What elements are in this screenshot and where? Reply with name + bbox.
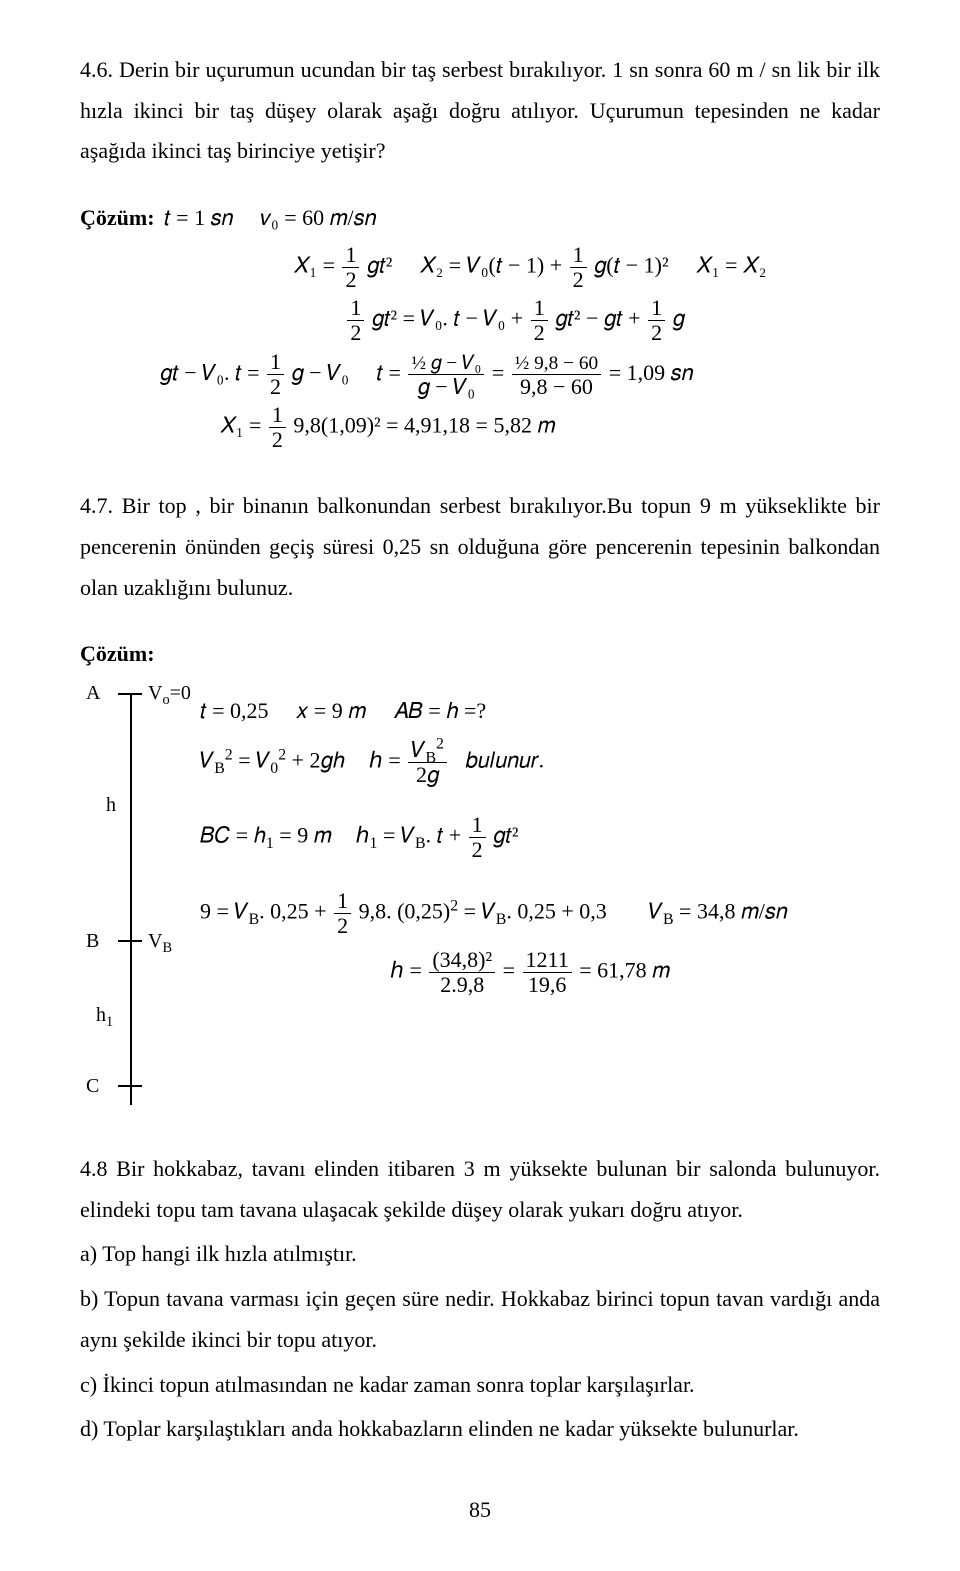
diagram-line: [130, 693, 132, 1105]
fraction-348sq: (34,8)² 2.9,8: [429, 948, 495, 997]
fraction-big: ½ 𝑔 − 𝑉₀ 𝑔 − 𝑉₀: [408, 350, 484, 399]
fraction-half: 12: [342, 243, 359, 292]
tick-C: [118, 1085, 142, 1087]
den: 9,8 − 60: [512, 375, 602, 399]
solution-4-6-work: 𝑋₁ = 12 𝑔𝑡² 𝑋₂ = 𝑉₀(𝑡 − 1) + 12 𝑔(𝑡 − 1)…: [80, 243, 880, 453]
math-text: =: [503, 958, 515, 983]
free-fall-diagram: A Vo=0 h B VB h1 C: [80, 685, 200, 1115]
num: ½ 9,8 − 60: [512, 350, 602, 375]
eq-line-3: 𝑔𝑡 − 𝑉₀. 𝑡 = 12 𝑔 − 𝑉₀ 𝑡 = ½ 𝑔 − 𝑉₀ 𝑔 − …: [150, 350, 880, 399]
num: 1: [267, 350, 284, 375]
page-number: 85: [80, 1490, 880, 1531]
den: 2: [342, 268, 359, 292]
eq47-l3: 𝐵𝐶 = ℎ1 = 9 𝑚ℎ1 = 𝑉B. 𝑡 + 12 𝑔𝑡²: [200, 813, 880, 862]
num: (34,8)²: [429, 948, 495, 973]
num: 1: [469, 813, 486, 838]
num: 1: [570, 243, 587, 268]
math-text: 𝑋₁ =: [220, 413, 261, 438]
math-text: ℎ =: [390, 958, 422, 983]
num: 1: [347, 296, 364, 321]
fraction-half: 12: [267, 350, 284, 399]
math-text: 𝑔𝑡² 𝑋₂ = 𝑉₀(𝑡 − 1) +: [367, 252, 562, 277]
eq47-l2: 𝑉B2 = 𝑉02 + 2𝑔ℎℎ = 𝑉B2 2𝑔 𝑏𝑢𝑙𝑢𝑛𝑢𝑟.: [200, 738, 880, 787]
den: 2: [334, 914, 351, 938]
problem-4-8-d: d) Toplar karşılaştıkları anda hokkabazl…: [80, 1409, 880, 1450]
tick-B: [118, 940, 142, 942]
label-C: C: [86, 1076, 99, 1096]
fraction-half: 12: [269, 403, 286, 452]
math-text: 𝑔𝑡 − 𝑉₀. 𝑡 =: [160, 359, 260, 384]
fraction-half: 12: [347, 296, 364, 345]
math-text: 𝑔 − 𝑉₀ 𝑡 =: [292, 359, 401, 384]
num: ½ 𝑔 − 𝑉₀: [408, 350, 484, 375]
den: 2: [469, 838, 486, 862]
den: 2: [267, 375, 284, 399]
label-V0: Vo=0: [148, 683, 191, 703]
label-A: A: [86, 683, 100, 703]
den: 2: [347, 321, 364, 345]
fraction-half: 12: [334, 889, 351, 938]
label-h1: h1: [96, 1005, 113, 1025]
eq-line-4: 𝑋₁ = 12 9,8(1,09)² = 4,91,18 = 5,82 𝑚: [150, 403, 880, 452]
fraction-half: 12: [531, 296, 548, 345]
label-VB: VB: [148, 931, 172, 951]
solution-4-6-given: Çözüm: 𝑡 = 1 𝑠𝑛 𝑣₀ = 60 𝑚/𝑠𝑛: [80, 198, 880, 239]
eq-line-1: 𝑋₁ = 12 𝑔𝑡² 𝑋₂ = 𝑉₀(𝑡 − 1) + 12 𝑔(𝑡 − 1)…: [150, 243, 880, 292]
fraction-half: 12: [570, 243, 587, 292]
solution-4-7-row: A Vo=0 h B VB h1 C 𝑡 = 0,25 𝑥 = 9 𝑚 𝐴𝐵 =…: [80, 685, 880, 1115]
eq47-l5: ℎ = (34,8)² 2.9,8 = 1211 19,6 = 61,78 𝑚: [200, 948, 880, 997]
fraction-vb2-2g: 𝑉B2 2𝑔: [408, 738, 447, 787]
den: 19,6: [523, 973, 572, 997]
num: 1: [269, 403, 286, 428]
math-text: = 1,09 𝑠𝑛: [609, 359, 694, 384]
math-text: 𝑔𝑡²: [493, 823, 518, 848]
eq-line-2: 12 𝑔𝑡² = 𝑉₀. 𝑡 − 𝑉₀ + 12 𝑔𝑡² − 𝑔𝑡 + 12 𝑔: [150, 296, 880, 345]
num: 1: [531, 296, 548, 321]
den: 𝑔 − 𝑉₀: [408, 375, 484, 399]
problem-4-7-text: 4.7. Bir top , bir binanın balkonundan s…: [80, 486, 880, 608]
den: 2.9,8: [429, 973, 495, 997]
den: 2: [570, 268, 587, 292]
den: 2: [648, 321, 665, 345]
math-text: 𝑔: [673, 306, 685, 331]
math-text: 9,8(1,09)² = 4,91,18 = 5,82 𝑚: [293, 413, 555, 438]
solution-4-7-equations: 𝑡 = 0,25 𝑥 = 9 𝑚 𝐴𝐵 = ℎ =? 𝑉B2 = 𝑉02 + 2…: [200, 685, 880, 1003]
fraction-half: 12: [648, 296, 665, 345]
den: 2𝑔: [408, 763, 447, 787]
fraction-big: ½ 9,8 − 60 9,8 − 60: [512, 350, 602, 399]
math-text: 𝑔𝑡² = 𝑉₀. 𝑡 − 𝑉₀ +: [372, 306, 523, 331]
cozum-label: Çözüm:: [80, 205, 155, 230]
given-values: 𝑡 = 1 𝑠𝑛 𝑣₀ = 60 𝑚/𝑠𝑛: [164, 205, 376, 230]
math-text: 𝑋₁ =: [294, 252, 335, 277]
eq47-l1: 𝑡 = 0,25 𝑥 = 9 𝑚 𝐴𝐵 = ℎ =?: [200, 691, 880, 732]
math-text: =: [492, 359, 504, 384]
problem-4-8-lead: 4.8 Bir hokkabaz, tavanı elinden itibare…: [80, 1149, 880, 1230]
den: 2: [531, 321, 548, 345]
math-text: 𝑔𝑡² − 𝑔𝑡 +: [555, 306, 640, 331]
problem-4-6-text: 4.6. Derin bir uçurumun ucundan bir taş …: [80, 50, 880, 172]
num: 1: [648, 296, 665, 321]
fraction-1211-196: 1211 19,6: [523, 948, 572, 997]
fraction-half: 12: [469, 813, 486, 862]
label-h: h: [106, 795, 116, 815]
num: 𝑉B2: [408, 738, 447, 763]
label-B: B: [86, 931, 99, 951]
math-text: = 61,78 𝑚: [579, 958, 670, 983]
problem-4-8-b: b) Topun tavana varması için geçen süre …: [80, 1279, 880, 1360]
cozum-label-4-7: Çözüm:: [80, 634, 880, 675]
eq47-l4: 9 = 𝑉B. 0,25 + 12 9,8. (0,25)2 = 𝑉B. 0,2…: [200, 889, 880, 938]
problem-4-8-a: a) Top hangi ilk hızla atılmıştır.: [80, 1234, 880, 1275]
math-text: 𝑏𝑢𝑙𝑢𝑛𝑢𝑟.: [454, 748, 544, 773]
num: 1: [334, 889, 351, 914]
problem-4-8-c: c) İkinci topun atılmasından ne kadar za…: [80, 1365, 880, 1406]
num: 1211: [523, 948, 572, 973]
math-text: 𝑔(𝑡 − 1)² 𝑋₁ = 𝑋₂: [594, 252, 766, 277]
tick-A: [118, 693, 142, 695]
den: 2: [269, 428, 286, 452]
num: 1: [342, 243, 359, 268]
